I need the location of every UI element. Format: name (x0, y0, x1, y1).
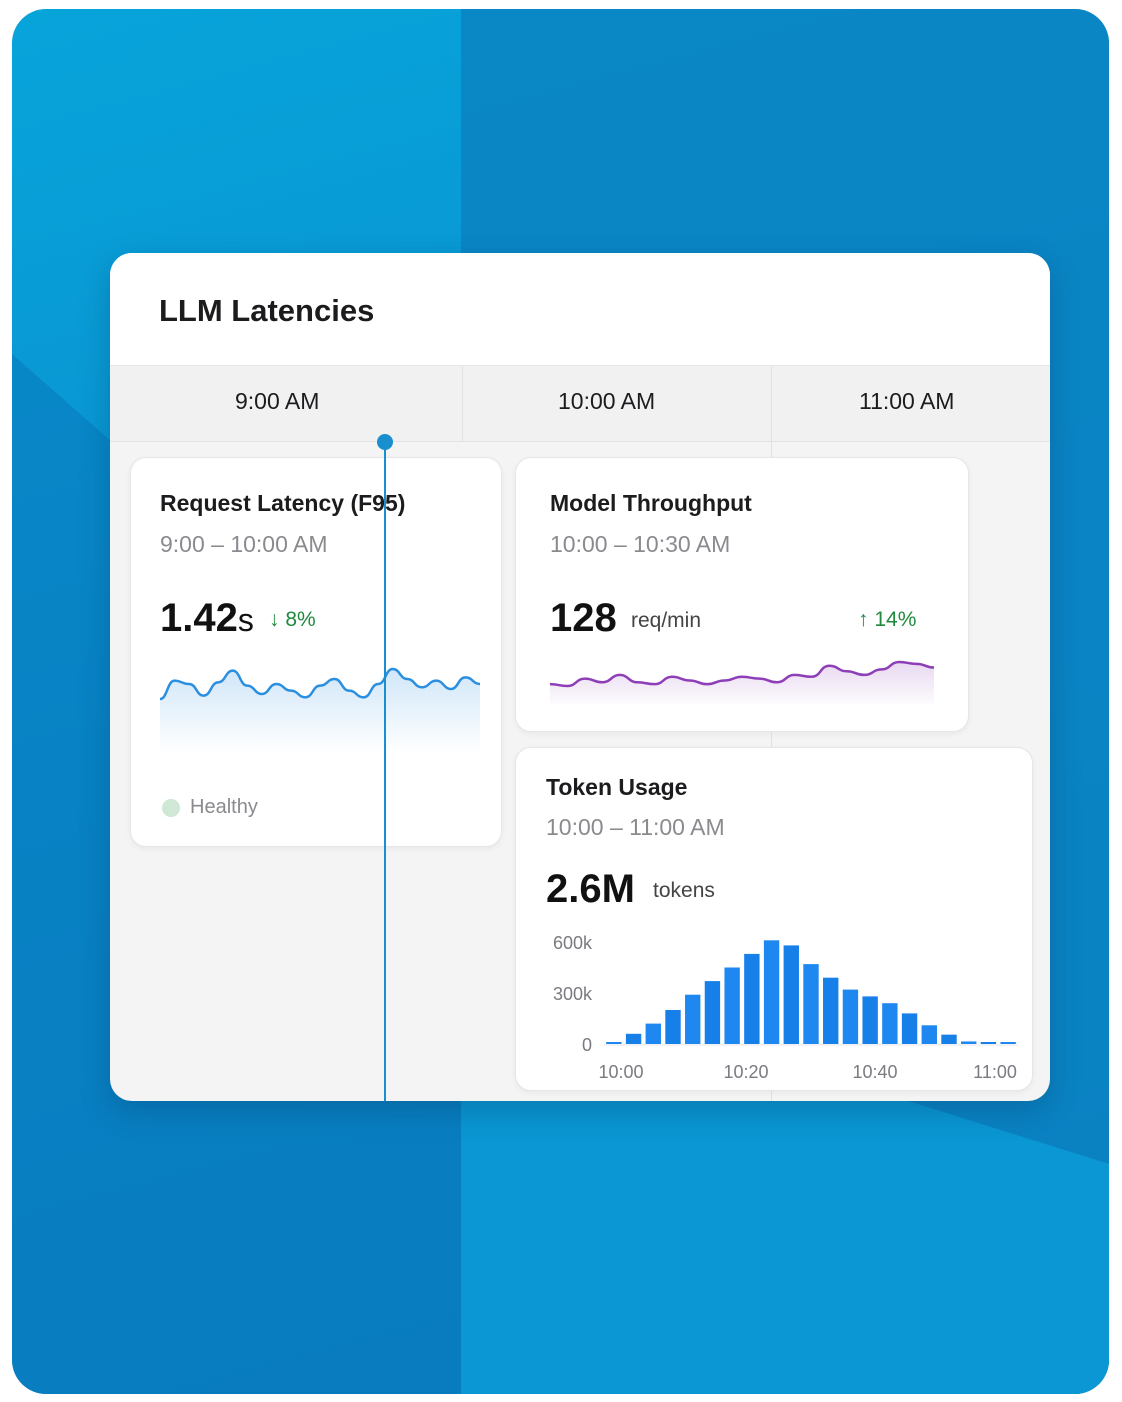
card-time-range: 10:00 – 10:30 AM (550, 531, 731, 557)
latency-dashboard-panel: LLM Latencies 9:00 AM 10:00 AM 11:00 AM … (110, 253, 1050, 1101)
token-usage-card[interactable]: Token Usage 10:00 – 11:00 AM 2.6M tokens… (515, 747, 1033, 1091)
throughput-area (550, 662, 934, 704)
card-title: Request Latency (F95) (160, 490, 406, 516)
token-bar (842, 989, 859, 1044)
card-title: Model Throughput (550, 490, 752, 516)
latency-value: 1.42s (160, 596, 254, 641)
throughput-value: 128 (550, 596, 617, 640)
token-bar (901, 1013, 918, 1044)
x-tick-label: 10:40 (852, 1062, 897, 1082)
timeline-divider (771, 366, 772, 1101)
model-throughput-card[interactable]: Model Throughput 10:00 – 10:30 AM 128 re… (515, 457, 969, 732)
token-bar (961, 1041, 977, 1044)
token-bar (606, 1042, 622, 1044)
card-time-range: 10:00 – 11:00 AM (546, 814, 725, 840)
throughput-delta: ↑ 14% (858, 608, 917, 631)
token-bar (783, 945, 799, 1044)
token-bar (685, 994, 701, 1044)
time-cursor-handle[interactable] (377, 434, 393, 450)
token-bar (645, 1023, 661, 1044)
x-tick-label: 10:00 (598, 1062, 643, 1082)
token-bar (882, 1003, 898, 1044)
token-bar (980, 1042, 997, 1044)
token-bar (823, 977, 839, 1044)
tokens-unit: tokens (653, 879, 715, 902)
panel-header: LLM Latencies (110, 253, 1050, 366)
latency-delta: ↓ 8% (269, 608, 316, 631)
x-tick-label: 10:20 (723, 1062, 768, 1082)
y-tick-label: 0 (582, 1035, 592, 1055)
latency-unit: s (237, 602, 254, 638)
token-usage-bar-chart: 0 300k 600k 10:00 10:20 10:40 11:00 (553, 933, 1018, 1082)
healthy-status-dot (162, 799, 180, 817)
latency-line (160, 667, 480, 701)
token-bar (1000, 1042, 1016, 1044)
throughput-sparkline (550, 660, 934, 704)
latency-sparkline (160, 667, 480, 753)
token-bar (625, 1033, 642, 1044)
token-bar (803, 964, 819, 1044)
y-tick-label: 300k (553, 984, 593, 1004)
throughput-unit: req/min (631, 609, 702, 632)
token-bar (941, 1034, 957, 1044)
time-cursor-line[interactable] (384, 441, 386, 1101)
timeline-header: 9:00 AM 10:00 AM 11:00 AM (110, 366, 1050, 442)
x-tick-label: 11:00 (973, 1062, 1017, 1082)
status-label: Healthy (190, 796, 258, 818)
timeline-divider (462, 366, 463, 441)
request-latency-card[interactable]: Request Latency (F95) 9:00 – 10:00 AM 1.… (130, 457, 502, 847)
token-bar (862, 996, 878, 1044)
y-tick-label: 600k (553, 933, 593, 953)
token-bar (704, 981, 721, 1044)
panel-title: LLM Latencies (159, 293, 375, 328)
card-time-range: 9:00 – 10:00 AM (160, 531, 328, 557)
token-bar (724, 967, 740, 1044)
timeline-tick-9am: 9:00 AM (235, 388, 320, 414)
tokens-value: 2.6M (546, 867, 635, 911)
card-title: Token Usage (546, 774, 688, 800)
token-bar (763, 940, 780, 1044)
throughput-line (550, 660, 934, 688)
latency-area (160, 669, 480, 753)
token-bar (744, 953, 760, 1044)
timeline-tick-11am: 11:00 AM (859, 388, 955, 414)
token-bar (665, 1010, 681, 1044)
latency-number: 1.42 (160, 596, 238, 640)
background-panel-bottom (461, 1099, 1109, 1394)
token-bar (921, 1025, 937, 1044)
timeline-tick-10am: 10:00 AM (558, 388, 656, 414)
